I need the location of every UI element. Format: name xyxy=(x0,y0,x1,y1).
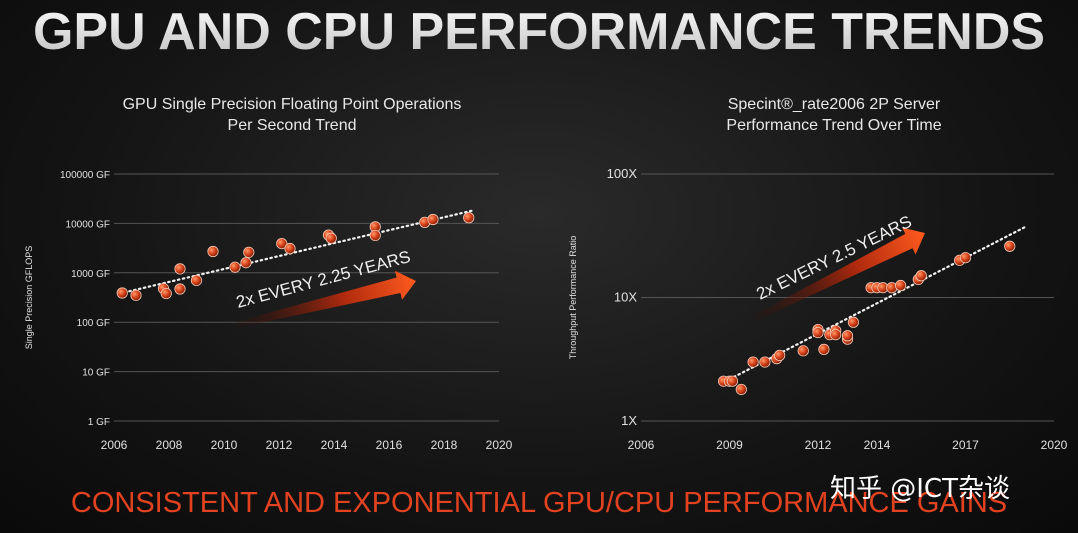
data-point xyxy=(774,349,786,361)
cpu-chart: 1X 10X 100X 2006 2009 2012 2014 2017 2020 Through… xyxy=(568,166,1068,452)
x-tick-label: 2008 xyxy=(156,438,183,452)
data-point xyxy=(818,343,830,355)
y-tick-label: 10 GF xyxy=(82,368,110,379)
data-point xyxy=(160,287,172,300)
cpu-chart-title: Specint®_rate2006 2P Server Performance … xyxy=(634,94,1034,136)
watermark: 知乎 @ICT杂谈 xyxy=(830,474,1010,504)
data-point xyxy=(174,283,186,295)
x-tick-label: 2014 xyxy=(864,438,891,452)
x-tick-label: 2017 xyxy=(952,438,979,452)
data-point xyxy=(276,238,288,250)
y-tick-label: 10X xyxy=(614,290,637,305)
x-tick-label: 2018 xyxy=(431,438,458,452)
page-title: GPU AND CPU PERFORMANCE TRENDS xyxy=(0,2,1078,62)
cpu-chart-title-line2: Performance Trend Over Time xyxy=(726,117,942,134)
data-point xyxy=(735,383,747,396)
y-tick-label: 1X xyxy=(621,413,637,428)
y-tick-label: 10000 GF xyxy=(66,219,110,230)
gpu-chart-title-line1: GPU Single Precision Floating Point Oper… xyxy=(122,96,462,113)
data-point xyxy=(797,345,809,357)
data-point xyxy=(243,246,255,258)
gpu-chart-title-line2: Per Second Trend xyxy=(227,117,357,134)
data-point xyxy=(190,274,203,287)
y-tick-label: 100X xyxy=(607,166,638,181)
x-tick-label: 2006 xyxy=(101,438,128,452)
data-point xyxy=(174,263,186,275)
trend-arrow-shape xyxy=(235,270,417,328)
gpu-chart-title: GPU Single Precision Floating Point Oper… xyxy=(92,94,492,136)
data-point xyxy=(759,356,771,368)
gpu-chart: 1 GF 10 GF 100 GF 1000 GF 10000 GF 100000 GF 2… xyxy=(24,170,513,452)
data-point xyxy=(130,289,142,301)
trend-arrow-shape xyxy=(753,227,926,321)
x-tick-label: 2016 xyxy=(376,438,403,452)
data-point xyxy=(463,212,475,224)
x-tick-label: 2009 xyxy=(716,438,743,452)
x-tick-label: 2020 xyxy=(486,438,513,452)
data-point xyxy=(915,270,927,282)
data-point xyxy=(959,252,972,264)
data-point xyxy=(369,229,381,242)
x-tick-label: 2006 xyxy=(628,438,655,452)
x-tick-label: 2020 xyxy=(1041,438,1068,452)
cpu-chart-title-line1: Specint®_rate2006 2P Server xyxy=(727,96,941,113)
data-point xyxy=(240,257,252,269)
data-point xyxy=(847,316,860,328)
data-point xyxy=(726,375,739,387)
data-point xyxy=(841,330,854,342)
y-tick-label: 1 GF xyxy=(88,417,110,428)
y-axis-label: Throughput Performance Ratio xyxy=(568,236,578,360)
x-tick-label: 2010 xyxy=(211,438,238,452)
y-tick-label: 100000 GF xyxy=(60,170,110,181)
trend-arrow xyxy=(235,270,417,328)
data-point xyxy=(894,279,907,292)
y-tick-label: 1000 GF xyxy=(71,269,110,280)
x-tick-label: 2012 xyxy=(805,438,832,452)
data-point xyxy=(207,245,219,258)
data-point xyxy=(830,329,842,341)
data-point xyxy=(284,242,296,255)
data-point xyxy=(812,326,824,339)
trend-line xyxy=(118,209,473,295)
x-tick-label: 2012 xyxy=(266,438,293,452)
y-tick-label: 100 GF xyxy=(77,318,110,329)
data-point xyxy=(229,261,241,273)
y-axis-label: Single Precision GFLOPS xyxy=(24,246,34,350)
x-tick-label: 2014 xyxy=(321,438,348,452)
trend-arrow xyxy=(753,227,926,321)
data-point xyxy=(747,356,759,368)
data-point xyxy=(116,287,128,299)
data-point xyxy=(427,213,439,226)
data-point xyxy=(1004,240,1016,252)
footer-tagline: CONSISTENT AND EXPONENTIAL GPU/CPU PERFO… xyxy=(70,487,1008,519)
data-point xyxy=(325,232,337,244)
